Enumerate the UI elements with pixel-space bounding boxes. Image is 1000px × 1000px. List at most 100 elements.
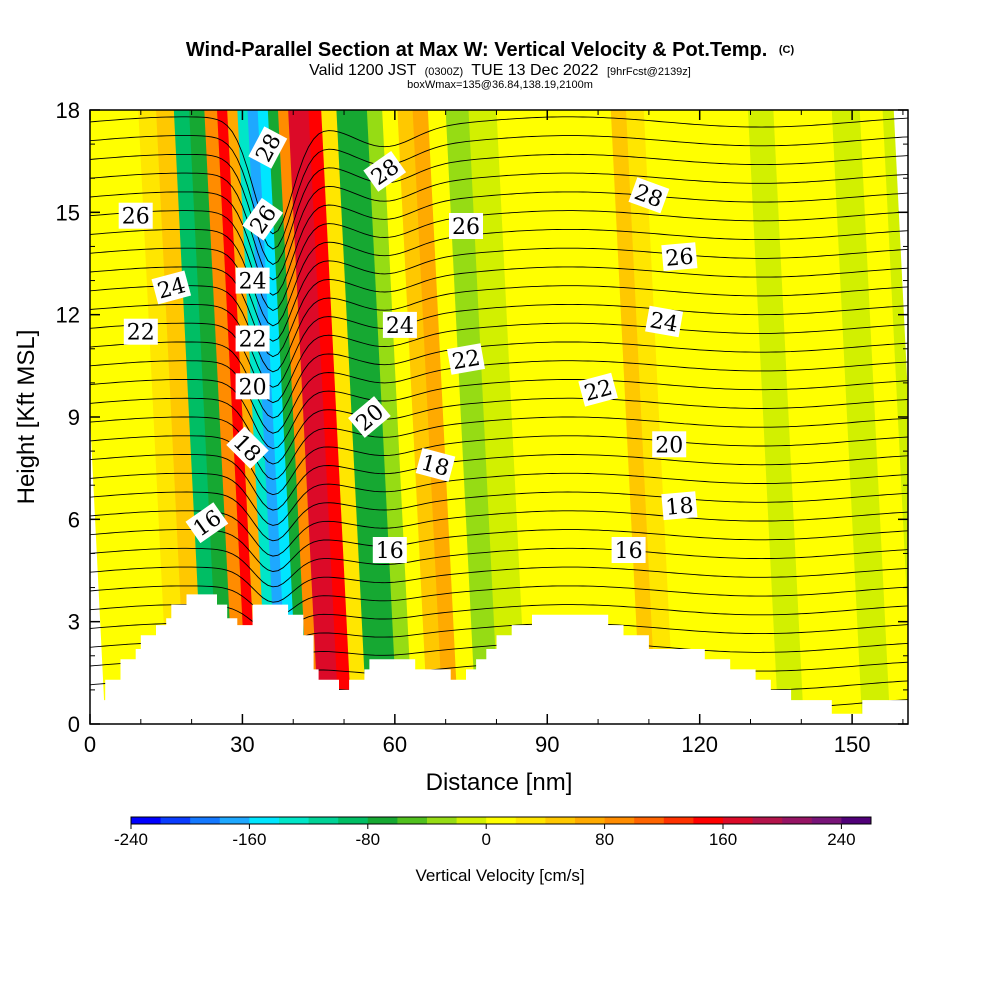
contour-label: 22 <box>235 325 270 353</box>
colorbar-tick-label: 160 <box>709 830 737 849</box>
contour-label: 20 <box>652 431 687 458</box>
valid-utc-label: (0300Z) <box>425 66 464 78</box>
colorbar-swatch <box>782 817 813 824</box>
contour-label-text: 22 <box>127 321 155 346</box>
colorbar-swatch <box>367 817 398 824</box>
velocity-column <box>882 110 908 622</box>
colorbar-swatch <box>604 817 635 824</box>
y-axis-label: Height [Kft MSL] <box>13 330 40 505</box>
theta-contour-line <box>90 135 908 250</box>
contour-label: 26 <box>661 242 698 272</box>
contour-label-bg <box>235 325 270 352</box>
colorbar-swatch <box>634 817 665 824</box>
colorbar-swatch <box>545 817 576 824</box>
velocity-column <box>382 110 429 724</box>
y-tick-label: 6 <box>68 507 80 532</box>
theta-contour-line <box>90 416 908 480</box>
velocity-column <box>298 110 340 724</box>
contour-label-bg <box>118 202 153 229</box>
theta-contour-line <box>90 379 908 450</box>
velocity-column <box>123 110 170 724</box>
velocity-column <box>626 110 676 724</box>
contour-label-bg <box>447 343 485 375</box>
colorbar-swatch <box>515 817 546 824</box>
velocity-column <box>277 110 320 724</box>
theta-contour-line <box>90 454 908 511</box>
colorbar-swatch <box>160 817 191 824</box>
theta-contour-line <box>90 322 908 404</box>
velocity-column <box>412 110 460 724</box>
colorbar-swatch <box>841 817 872 824</box>
x-tick-label: 90 <box>535 732 559 757</box>
contour-label-text: 18 <box>664 494 694 521</box>
colorbar-swatch <box>219 817 250 824</box>
contour-label-bg <box>151 270 192 305</box>
contour-label: 24 <box>151 270 192 305</box>
colorbar-swatch <box>663 817 694 824</box>
colorbar-tick-label: -240 <box>114 830 148 849</box>
chart-title: Wind-Parallel Section at Max W: Vertical… <box>186 39 795 61</box>
theta-contour-line <box>90 491 908 542</box>
theta-contour-line <box>90 472 908 526</box>
colorbar-swatch <box>427 817 458 824</box>
theta-contour-line <box>90 266 908 358</box>
x-axis-label: Distance [nm] <box>426 769 573 796</box>
contour-label-bg <box>226 426 269 469</box>
contour-label: 22 <box>578 372 618 407</box>
contour-label-bg <box>661 242 698 272</box>
contour-label-text: 24 <box>239 270 267 295</box>
theta-contour-line <box>90 228 908 327</box>
velocity-column <box>321 110 368 724</box>
colorbar-frame <box>130 816 872 825</box>
theta-contour-line <box>90 341 908 419</box>
theta-contour-line <box>90 360 908 434</box>
colorbar-swatch <box>456 817 487 824</box>
contour-label-text: 26 <box>122 205 150 230</box>
colorbar-swatch <box>723 817 754 824</box>
chart-title-main: Wind-Parallel Section at Max W: Vertical… <box>186 39 767 61</box>
velocity-column <box>107 110 155 724</box>
colorbar-swatch <box>752 817 783 824</box>
velocity-column <box>468 110 528 724</box>
theta-contour-line <box>90 247 908 342</box>
colorbar-label: Vertical Velocity [cm/s] <box>415 866 584 885</box>
colorbar-swatch <box>486 817 517 824</box>
contour-label-bg <box>123 318 158 345</box>
theta-contour-line <box>90 566 908 603</box>
contour-label-text: 20 <box>239 375 267 400</box>
velocity-column <box>859 110 908 724</box>
velocity-column <box>720 110 780 724</box>
contour-label-bg <box>652 431 687 458</box>
velocity-column <box>90 110 140 724</box>
contour-label-bg <box>661 491 698 521</box>
colorbar: -240 -160 -80 0 80 160 240 <box>114 816 872 849</box>
x-tick-label: 60 <box>383 732 407 757</box>
colorbar-tick-label: -160 <box>232 830 266 849</box>
colorbar-swatch <box>308 817 339 824</box>
theta-contour-line <box>90 510 908 557</box>
contour-label-bg <box>248 126 288 169</box>
contour-label-bg <box>235 373 270 400</box>
colorbar-swatch <box>575 817 606 824</box>
chart-title-mark: (C) <box>779 44 795 56</box>
velocity-column <box>643 110 696 724</box>
velocity-column <box>427 110 478 724</box>
colorbar-swatch <box>249 817 280 824</box>
contour-label-text: 26 <box>664 245 694 272</box>
contour-label: 16 <box>611 537 646 564</box>
velocity-column <box>189 110 236 724</box>
velocity-column <box>227 110 269 724</box>
contour-label-text: 16 <box>376 539 404 564</box>
contour-label: 26 <box>449 213 483 240</box>
theta-contour-line <box>90 153 908 266</box>
contour-label: 26 <box>118 202 153 230</box>
contour-label-bg <box>185 502 229 544</box>
y-tick-label: 9 <box>68 405 80 430</box>
theta-contour-line <box>90 172 908 281</box>
valid-time-label: Valid 1200 JST <box>309 62 417 79</box>
x-tick-label: 30 <box>230 732 254 757</box>
velocity-column <box>445 110 500 724</box>
contour-label-bg <box>449 213 483 239</box>
